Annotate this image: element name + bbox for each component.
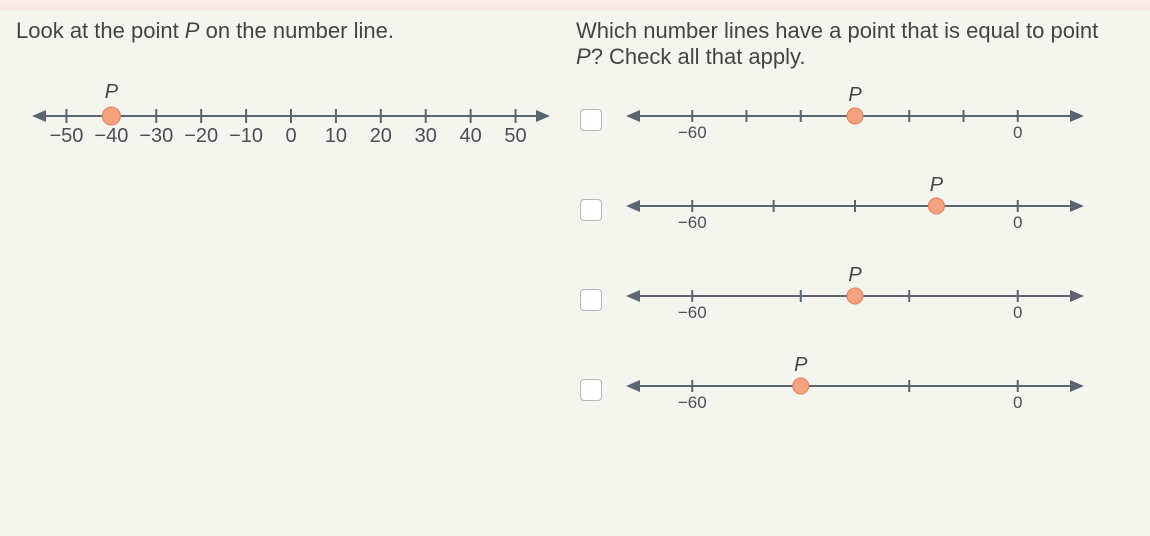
svg-text:−10: −10 bbox=[229, 125, 263, 147]
svg-text:−20: −20 bbox=[184, 125, 218, 147]
svg-text:50: 50 bbox=[504, 125, 526, 147]
svg-text:0: 0 bbox=[1013, 123, 1022, 142]
svg-text:P: P bbox=[794, 354, 808, 376]
content: Look at the point P on the number line. … bbox=[0, 10, 1150, 444]
svg-text:P: P bbox=[848, 84, 862, 106]
left-prompt-pre: Look at the point bbox=[16, 18, 185, 43]
right-prompt: Which number lines have a point that is … bbox=[576, 18, 1146, 70]
option-checkbox-4[interactable] bbox=[580, 379, 602, 401]
option-checkbox-2[interactable] bbox=[580, 199, 602, 221]
svg-text:−50: −50 bbox=[49, 125, 83, 147]
svg-text:20: 20 bbox=[370, 125, 392, 147]
svg-text:30: 30 bbox=[415, 125, 437, 147]
svg-text:P: P bbox=[930, 174, 944, 196]
right-column: Which number lines have a point that is … bbox=[576, 18, 1150, 444]
right-prompt-var: P bbox=[576, 44, 591, 69]
svg-text:P: P bbox=[105, 81, 119, 103]
svg-text:−60: −60 bbox=[678, 393, 707, 412]
option-numberline-2: −60 0 P bbox=[620, 174, 1090, 246]
svg-text:0: 0 bbox=[285, 125, 296, 147]
svg-text:−30: −30 bbox=[139, 125, 173, 147]
option-row: −60 0 P bbox=[576, 174, 1146, 246]
main-numberline: −50 −40 −30 −20 −10 0 10 20 30 40 50 P bbox=[26, 58, 556, 168]
svg-text:40: 40 bbox=[460, 125, 482, 147]
left-prompt-post: on the number line. bbox=[199, 18, 393, 43]
option-numberline-1: −60 0 P bbox=[620, 84, 1090, 156]
svg-text:−60: −60 bbox=[678, 303, 707, 322]
header-strip bbox=[0, 0, 1150, 10]
svg-text:−60: −60 bbox=[678, 213, 707, 232]
svg-text:0: 0 bbox=[1013, 303, 1022, 322]
option-row: −60 0 P bbox=[576, 84, 1146, 156]
left-prompt: Look at the point P on the number line. bbox=[16, 18, 556, 44]
svg-text:−60: −60 bbox=[678, 123, 707, 142]
left-column: Look at the point P on the number line. … bbox=[16, 18, 576, 444]
left-prompt-var: P bbox=[185, 18, 200, 43]
main-numberline-wrap: −50 −40 −30 −20 −10 0 10 20 30 40 50 P bbox=[26, 58, 556, 168]
right-prompt-line1: Which number lines have a point that is … bbox=[576, 18, 1098, 43]
right-prompt-line2: ? Check all that apply. bbox=[591, 44, 806, 69]
svg-text:0: 0 bbox=[1013, 213, 1022, 232]
option-row: −60 0 P bbox=[576, 354, 1146, 426]
svg-text:10: 10 bbox=[325, 125, 347, 147]
option-checkbox-3[interactable] bbox=[580, 289, 602, 311]
svg-text:P: P bbox=[848, 264, 862, 286]
svg-text:0: 0 bbox=[1013, 393, 1022, 412]
option-numberline-3: −60 0 P bbox=[620, 264, 1090, 336]
option-numberline-4: −60 0 P bbox=[620, 354, 1090, 426]
option-row: −60 0 P bbox=[576, 264, 1146, 336]
option-checkbox-1[interactable] bbox=[580, 109, 602, 131]
svg-text:−40: −40 bbox=[94, 125, 128, 147]
